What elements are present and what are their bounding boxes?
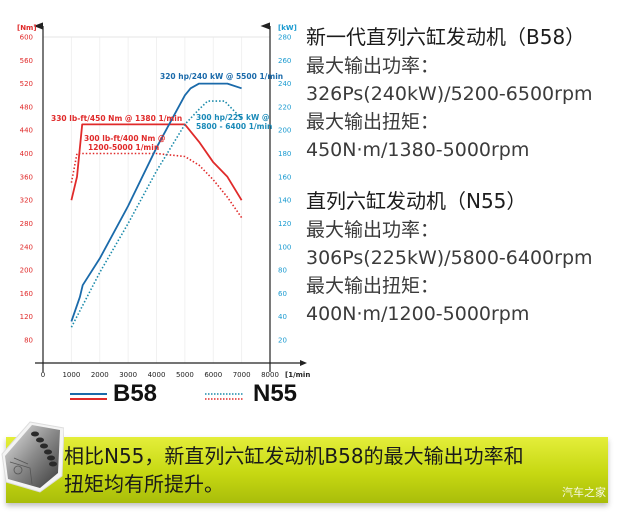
svg-text:40: 40 (278, 313, 287, 321)
svg-text:260: 260 (278, 57, 291, 65)
x-axis-unit: [1/min] (285, 371, 310, 379)
spec-block-n55: 直列六缸发动机（N55） 最大输出功率： 306Ps(225kW)/5800-6… (306, 186, 620, 328)
left-axis-unit: [Nm] (17, 24, 37, 32)
right-axis-unit: [kW] (278, 24, 297, 32)
spec-torque-label-n55: 最大输出扭矩： (306, 275, 440, 297)
svg-text:320: 320 (20, 197, 33, 205)
svg-text:280: 280 (278, 34, 291, 42)
series-n55-torque (70, 152, 243, 219)
spec-power-value-n55: 306Ps(225kW)/5800-6400rpm (306, 247, 593, 269)
chart-grid (43, 36, 270, 363)
legend-label-b58: B58 (113, 380, 158, 407)
summary-line-2: 扭矩均有所提升。 (64, 472, 224, 496)
svg-text:240: 240 (278, 80, 291, 88)
spec-title-n55: 直列六缸发动机（N55） (306, 189, 527, 213)
svg-text:220: 220 (278, 103, 291, 111)
spec-power-value-b58: 326Ps(240kW)/5200-6500rpm (306, 83, 593, 105)
svg-text:8000: 8000 (261, 371, 279, 379)
svg-text:520: 520 (20, 80, 33, 88)
engine-specs-panel: 新一代直列六缸发动机（B58） 最大输出功率： 326Ps(240kW)/520… (306, 22, 620, 342)
svg-text:3000: 3000 (119, 371, 137, 379)
spec-torque-value-b58: 450N·m/1380-5000rpm (306, 139, 530, 161)
legend-swatches (70, 393, 244, 400)
annotation-b58-torque: 330 lb-ft/450 Nm @ 1380 1/min (51, 114, 182, 123)
svg-text:360: 360 (20, 173, 33, 181)
legend-swatch-n55 (205, 393, 244, 400)
svg-text:80: 80 (24, 337, 33, 345)
svg-text:4000: 4000 (148, 371, 166, 379)
svg-text:180: 180 (278, 150, 291, 158)
svg-text:200: 200 (20, 267, 33, 275)
svg-text:120: 120 (20, 313, 33, 321)
legend-label-n55: N55 (253, 380, 298, 407)
chart-annotations: 320 hp/240 kW @ 5500 1/min 300 hp/225 kW… (51, 72, 283, 152)
spec-title-b58: 新一代直列六缸发动机（B58） (306, 25, 586, 49)
chart-legend: B58 N55 (0, 380, 310, 414)
svg-text:120: 120 (278, 220, 291, 228)
spec-torque-label-b58: 最大输出扭矩： (306, 111, 440, 133)
svg-text:280: 280 (20, 220, 33, 228)
chart-series (70, 82, 243, 328)
annotation-n55-torque-line2: 1200-5000 1/min (88, 143, 159, 152)
svg-text:100: 100 (278, 243, 291, 251)
spec-block-b58: 新一代直列六缸发动机（B58） 最大输出功率： 326Ps(240kW)/520… (306, 22, 620, 164)
annotation-n55-power-line1: 300 hp/225 kW @ (196, 113, 269, 122)
svg-text:7000: 7000 (233, 371, 251, 379)
svg-text:140: 140 (278, 197, 291, 205)
series-b58-power (70, 82, 242, 322)
spec-power-label-b58: 最大输出功率： (306, 55, 440, 77)
summary-banner: 相比N55，新直列六缸发动机B58的最大输出功率和 扭矩均有所提升。 汽车之家 (6, 437, 608, 503)
svg-text:200: 200 (278, 127, 291, 135)
svg-text:160: 160 (20, 290, 33, 298)
svg-text:0: 0 (41, 371, 45, 379)
spec-power-label-n55: 最大输出功率： (306, 219, 440, 241)
svg-text:600: 600 (20, 34, 33, 42)
spec-torque-value-n55: 400N·m/1200-5000rpm (306, 303, 530, 325)
power-torque-chart: 8012016020024028032036040044048052056060… (17, 22, 310, 380)
chart-axes (33, 22, 307, 372)
series-n55-power (70, 100, 243, 328)
watermark: 汽车之家 (562, 486, 606, 499)
engine-block-icon (1, 421, 64, 493)
svg-text:5000: 5000 (176, 371, 194, 379)
svg-text:440: 440 (20, 127, 33, 135)
svg-text:240: 240 (20, 243, 33, 251)
svg-text:6000: 6000 (204, 371, 222, 379)
summary-text: 相比N55，新直列六缸发动机B58的最大输出功率和 扭矩均有所提升。 (64, 442, 524, 498)
series-b58-torque (70, 123, 243, 201)
axis-ticks: 8012016020024028032036040044048052056060… (20, 34, 292, 380)
svg-text:560: 560 (20, 57, 33, 65)
annotation-b58-power: 320 hp/240 kW @ 5500 1/min (160, 72, 283, 81)
svg-text:400: 400 (20, 150, 33, 158)
svg-text:20: 20 (278, 337, 287, 345)
summary-line-1: 相比N55，新直列六缸发动机B58的最大输出功率和 (64, 444, 524, 468)
svg-text:2000: 2000 (91, 371, 109, 379)
svg-text:160: 160 (278, 173, 291, 181)
svg-text:80: 80 (278, 267, 287, 275)
svg-text:480: 480 (20, 103, 33, 111)
annotation-n55-torque-line1: 300 lb-ft/400 Nm @ (84, 134, 165, 143)
svg-text:1000: 1000 (62, 371, 80, 379)
svg-text:60: 60 (278, 290, 287, 298)
annotation-n55-power-line2: 5800 - 6400 1/min (196, 122, 272, 131)
legend-swatch-b58 (70, 393, 107, 400)
